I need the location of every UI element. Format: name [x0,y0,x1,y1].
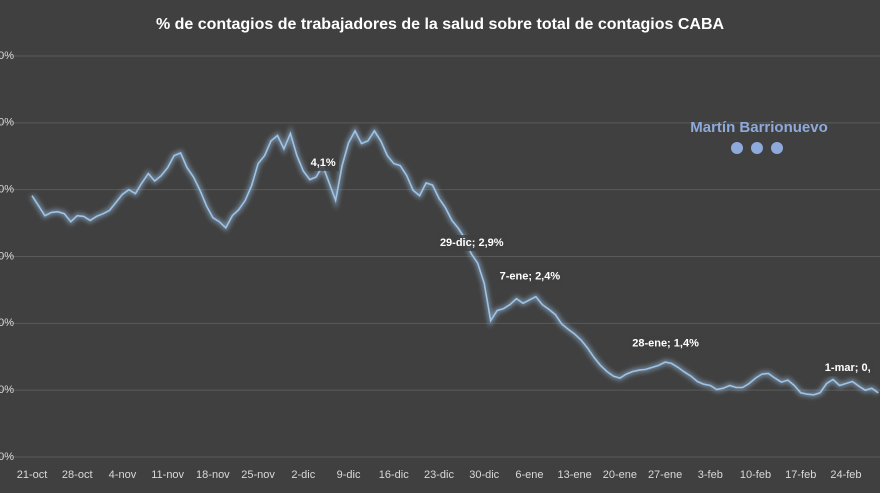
y-tick-label: 2,0% [0,317,14,329]
icon [771,142,783,154]
x-tick-label: 30-dic [469,469,499,481]
social-icons [731,142,783,154]
data-label: 28-ene; 1,4% [629,335,703,352]
data-label-text: 29-dic; 2,9% [440,237,504,249]
y-tick-label: 6,0% [0,50,14,62]
x-tick-label: 28-oct [62,469,93,481]
x-tick-label: 18-nov [196,469,230,481]
x-tick-label: 11-nov [151,469,184,481]
x-tick-label: 4-nov [109,469,137,481]
data-label-box [629,335,703,352]
y-tick-label: 0,0% [0,451,14,463]
data-label: 1-mar; 0, [821,360,874,377]
x-tick-label: 20-ene [603,469,637,481]
data-label-box [307,154,339,171]
x-tick-label: 27-ene [648,469,682,481]
plot-area: 0,0% 1,0% 2,0% 3,0% 4,0% 5,0% 6,0% 21-oct 28-oct… [0,50,880,481]
y-tick-label: 5,0% [0,117,14,129]
data-label-box [821,360,874,377]
data-label-box [436,235,507,252]
data-label-text: 1-mar; 0, [825,362,871,374]
icon [751,142,763,154]
x-tick-label: 25-nov [241,469,275,481]
x-tick-label: 21-oct [17,469,48,481]
data-label-text: 4,1% [311,157,336,169]
watermark: Martín Barrionuevo [690,119,828,136]
x-tick-label: 16-dic [379,469,409,481]
data-label-text: 7-ene; 2,4% [500,271,561,283]
x-tick-label: 13-ene [558,469,592,481]
x-tick-label: 9-dic [337,469,361,481]
x-tick-label: 24-feb [830,469,861,481]
line [31,129,879,396]
x-tick-label: 3-feb [698,469,723,481]
x-tick-label: 17-feb [785,469,816,481]
y-tick-label: 3,0% [0,250,14,262]
data-label-text: 28-ene; 1,4% [632,337,699,349]
data-label: 29-dic; 2,9% [436,235,507,252]
data-label: 7-ene; 2,4% [496,268,564,285]
y-tick-label: 1,0% [0,384,14,396]
chart-title: % de contagios de trabajadores de la sal… [156,16,725,33]
x-tick-label: 10-feb [740,469,771,481]
x-tick-label: 6-ene [515,469,543,481]
x-tick-label: 23-dic [424,469,454,481]
data-label: 4,1% [307,154,339,171]
x-tick-label: 2-dic [291,469,315,481]
icon [731,142,743,154]
y-tick-label: 4,0% [0,184,14,196]
data-label-box [496,268,564,285]
